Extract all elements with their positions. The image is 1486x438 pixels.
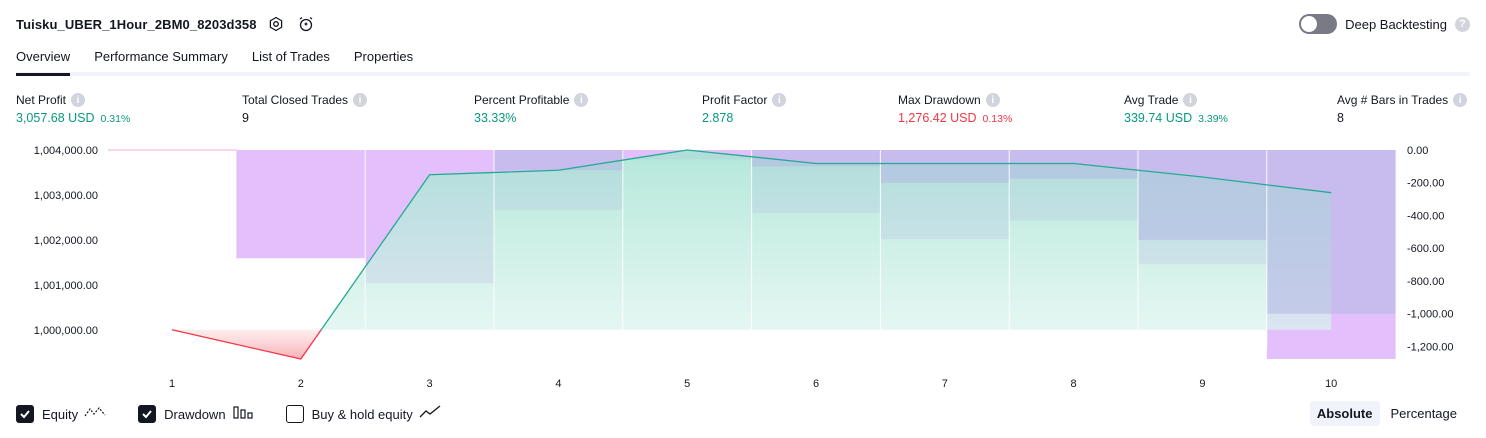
drawdown-overlay-bar — [1266, 150, 1396, 314]
metric-avg-trade: Avg Trade i 339.74 USD 3.39% — [1124, 93, 1228, 125]
drawdown-bars-icon — [232, 404, 254, 425]
equity-area-fill — [321, 150, 1332, 330]
drawdown-checkbox[interactable] — [138, 405, 157, 423]
equity-loss-line — [171, 329, 322, 360]
right-axis-tick-label: -200.00 — [1407, 178, 1444, 190]
left-axis-tick-label: 1,000,000.00 — [34, 325, 98, 337]
right-axis-tick-label: 0.00 — [1407, 145, 1428, 157]
percentage-button[interactable]: Percentage — [1390, 406, 1458, 421]
tab-list-of-trades[interactable]: List of Trades — [251, 49, 330, 64]
equity-drawdown-chart: 1,000,000.00 1,001,000.00 1,002,000.00 1,00… — [34, 145, 1454, 390]
deep-backtesting-toggle[interactable] — [1299, 14, 1338, 34]
help-question-icon[interactable]: ? — [1455, 16, 1470, 32]
metric-value: 8 — [1337, 111, 1344, 125]
help-question-icon[interactable]: i — [574, 93, 589, 107]
metric-value: 339.74 USD — [1124, 111, 1193, 125]
chart-legend: Equity Drawdown Buy & hold equity — [16, 403, 473, 425]
x-axis-tick-label: 4 — [555, 378, 561, 390]
report-tabs: Overview Performance Summary List of Tra… — [16, 48, 1470, 76]
help-question-icon[interactable]: i — [1453, 93, 1468, 107]
drawdown-overlay-bar — [494, 150, 623, 171]
metric-label: Total Closed Trades — [242, 93, 349, 107]
metric-value: 9 — [242, 111, 249, 125]
drawdown-overlay-bar — [1138, 150, 1267, 241]
metric-sub-value: 0.31% — [100, 113, 131, 125]
metric-net-profit: Net Profit i 3,057.68 USD 0.31% — [16, 93, 130, 125]
x-axis-tick-label: 5 — [684, 378, 690, 390]
metric-value: 1,276.42 USD — [898, 111, 977, 125]
metric-value: 2.878 — [702, 111, 734, 125]
value-mode-switch: Absolute Percentage — [1309, 401, 1464, 426]
x-axis-tick-label: 10 — [1325, 378, 1337, 390]
buy-hold-checkbox[interactable] — [285, 405, 304, 423]
x-axis-tick-label: 9 — [1199, 378, 1205, 390]
help-question-icon[interactable]: i — [985, 93, 1000, 107]
right-axis-tick-label: -1,200.00 — [1407, 341, 1453, 353]
drawdown-label: Drawdown — [164, 406, 226, 422]
right-axis-tick-label: -400.00 — [1407, 210, 1444, 222]
strategy-title-row: Tuisku_UBER_1Hour_2BM0_8203d358 — [16, 13, 317, 35]
metric-value: 33.33% — [474, 111, 517, 125]
equity-label: Equity — [42, 406, 79, 422]
left-axis-tick-label: 1,003,000.00 — [34, 190, 98, 202]
metric-percent-profitable: Percent Profitable i 33.33% — [474, 93, 589, 125]
metric-value: 3,057.68 USD — [16, 111, 95, 125]
buy-hold-line-icon — [419, 404, 441, 425]
metric-profit-factor: Profit Factor i 2.878 — [702, 93, 787, 125]
equity-checkbox[interactable] — [16, 405, 34, 423]
tab-properties[interactable]: Properties — [353, 49, 414, 64]
buy-hold-label: Buy & hold equity — [311, 406, 413, 422]
metric-label: Avg Trade — [1124, 93, 1179, 107]
metric-max-drawdown: Max Drawdown i 1,276.42 USD 0.13% — [898, 93, 1012, 125]
help-question-icon[interactable]: i — [353, 93, 368, 107]
right-axis-tick-label: -800.00 — [1407, 276, 1444, 288]
legend-drawdown[interactable]: Drawdown — [138, 404, 253, 425]
metric-label: Percent Profitable — [474, 93, 570, 107]
left-axis-tick-label: 1,002,000.00 — [34, 235, 98, 247]
help-question-icon[interactable]: i — [71, 93, 86, 107]
equity-loss-area-fill — [172, 329, 322, 359]
metric-label: Profit Factor — [702, 93, 768, 107]
equity-line-icon — [84, 404, 106, 425]
left-axis-tick-label: 1,001,000.00 — [34, 280, 98, 292]
x-axis-tick-label: 2 — [298, 378, 304, 390]
metric-sub-value: 3.39% — [1198, 113, 1228, 125]
equity-line — [320, 149, 1332, 331]
deep-backtesting: Deep Backtesting ? — [1299, 13, 1470, 35]
absolute-button[interactable]: Absolute — [1309, 401, 1380, 426]
metric-label: Max Drawdown — [898, 93, 981, 107]
x-axis-tick-label: 8 — [1071, 378, 1077, 390]
x-axis-tick-label: 6 — [813, 378, 819, 390]
legend-equity[interactable]: Equity — [16, 404, 106, 425]
drawdown-overlay-bar — [1009, 150, 1138, 179]
drawdown-overlay-bar — [751, 150, 881, 167]
drawdown-bar — [236, 150, 366, 259]
deep-backtesting-label: Deep Backtesting — [1345, 16, 1447, 32]
metric-label: Avg # Bars in Trades — [1337, 93, 1449, 107]
toggle-knob — [1301, 16, 1318, 32]
settings-gear-icon[interactable] — [265, 13, 287, 35]
metric-avg-bars-in-trades: Avg # Bars in Trades i 8 — [1337, 93, 1468, 125]
metric-total-closed-trades: Total Closed Trades i 9 — [242, 93, 368, 125]
tab-overview[interactable]: Overview — [16, 48, 71, 76]
metric-sub-value: 0.13% — [982, 113, 1013, 125]
metric-label: Net Profit — [16, 93, 67, 107]
add-alert-clock-icon[interactable] — [295, 13, 317, 35]
metrics-row: Net Profit i 3,057.68 USD 0.31% Total Clos… — [0, 93, 1486, 133]
help-question-icon[interactable]: i — [1183, 93, 1198, 107]
legend-buy-hold-equity[interactable]: Buy & hold equity — [285, 404, 441, 425]
right-axis-tick-label: -600.00 — [1407, 243, 1444, 255]
help-question-icon[interactable]: i — [772, 93, 787, 107]
left-axis-tick-label: 1,004,000.00 — [34, 145, 98, 157]
x-axis-tick-label: 3 — [427, 378, 433, 390]
strategy-name: Tuisku_UBER_1Hour_2BM0_8203d358 — [16, 16, 257, 32]
right-axis-tick-label: -1,000.00 — [1407, 309, 1453, 321]
x-axis-tick-label: 7 — [942, 378, 948, 390]
x-axis-tick-label: 1 — [169, 378, 175, 390]
drawdown-overlay-bar — [880, 150, 1010, 183]
tab-performance-summary[interactable]: Performance Summary — [94, 49, 228, 64]
